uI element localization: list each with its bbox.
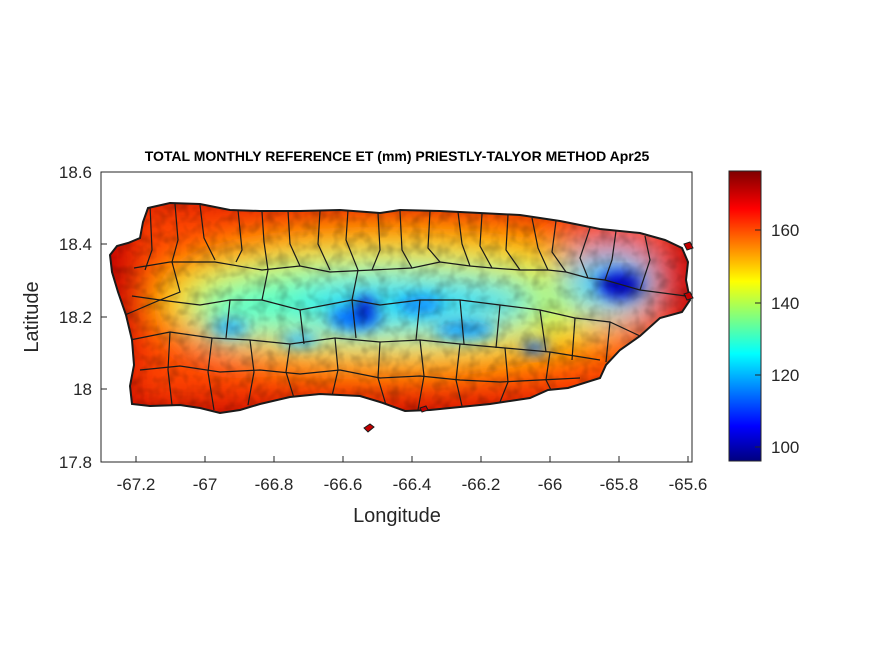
x-tick-label: -66.6 [324,475,363,494]
colorbar-tick-label: 140 [771,294,799,313]
colorbar-tick-label: 120 [771,366,799,385]
x-tick-label: -66.4 [393,475,432,494]
x-tick-label: -66 [538,475,563,494]
colorbar-tick-label: 100 [771,438,799,457]
y-tick-label: 18.6 [59,163,92,182]
y-tick-label: 17.8 [59,453,92,472]
y-tick-label: 18.2 [59,308,92,327]
x-tick-label: -66.8 [255,475,294,494]
x-tick-label: -67.2 [117,475,156,494]
x-tick-label: -67 [193,475,218,494]
offshore-islet [683,291,694,301]
colorbar-tick-label: 160 [771,221,799,240]
y-axis-title: Latitude [21,281,43,352]
y-tick-label: 18 [73,380,92,399]
offshore-islet [419,405,429,413]
municipal-boundaries [124,203,687,411]
x-tick-label: -66.2 [462,475,501,494]
x-axis-title: Longitude [353,505,441,527]
x-axis: -67.2 -67 -66.8 -66.6 -66.4 -66.2 -66 -6… [117,456,708,494]
x-tick-label: -65.6 [669,475,708,494]
map-title: TOTAL MONTHLY REFERENCE ET (mm) PRIESTLY… [145,148,650,164]
x-tick-label: -65.8 [600,475,639,494]
offshore-islet [683,241,694,251]
colorbar-gradient [728,170,762,462]
y-axis: 18.6 18.4 18.2 18 17.8 [59,163,107,472]
et-heat-field [110,203,690,413]
offshore-islet [363,423,375,433]
colorbar: 160 140 120 100 [728,170,799,462]
y-tick-label: 18.4 [59,235,92,254]
